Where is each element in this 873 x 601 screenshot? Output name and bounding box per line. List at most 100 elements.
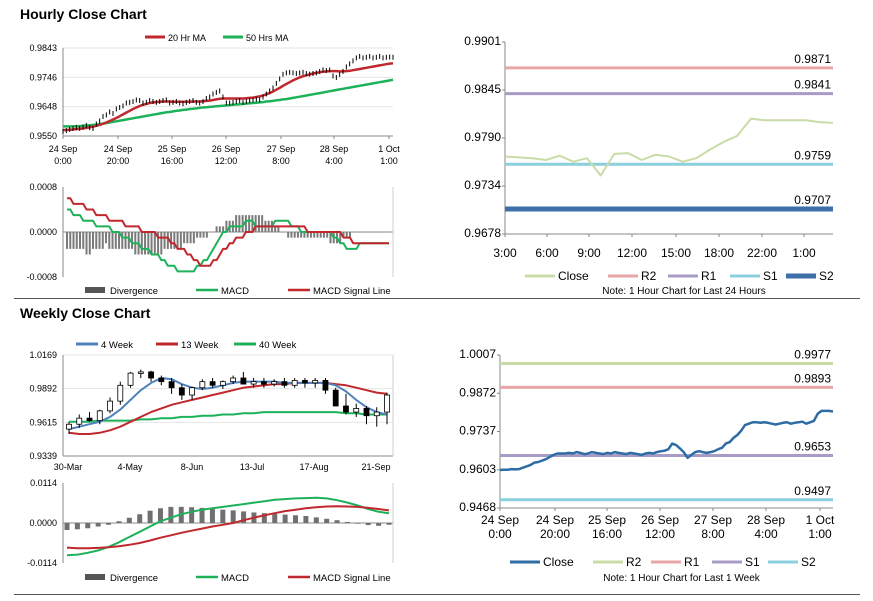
- y-tick-label: 1.0169: [29, 350, 57, 360]
- x-tick-label: 18:00: [704, 246, 734, 260]
- divergence-bar: [303, 232, 306, 238]
- divergence-bar: [150, 232, 153, 255]
- y-tick-label: 0.9603: [459, 462, 496, 476]
- divergence-bar: [66, 232, 68, 249]
- x-tick-label: 1:00: [792, 246, 816, 260]
- section-divider: [14, 298, 860, 299]
- level-label: 0.9977: [794, 348, 831, 362]
- divergence-bar: [371, 232, 374, 233]
- divergence-bar: [374, 232, 377, 233]
- candle-body: [199, 381, 206, 389]
- divergence-bar: [196, 232, 199, 238]
- macd-line: [66, 496, 390, 557]
- divergence-bar: [365, 523, 371, 526]
- candle-body: [312, 380, 319, 384]
- legend-label: MACD Signal Line: [313, 573, 391, 584]
- divergence-bar: [272, 513, 278, 523]
- divergence-bar: [92, 232, 95, 249]
- divergence-bar: [186, 232, 189, 244]
- x-tick-label: 1 Oct: [806, 513, 835, 527]
- divergence-bar: [274, 226, 277, 232]
- candle-body: [240, 377, 247, 385]
- divergence-bar: [348, 232, 351, 238]
- candle-body: [353, 408, 360, 413]
- candle-body: [86, 417, 93, 421]
- y-tick-label: 0.9648: [29, 102, 57, 112]
- divergence-bar: [306, 232, 309, 238]
- divergence-bar: [74, 523, 80, 530]
- divergence-bar: [205, 232, 208, 238]
- x-tick-label: 21-Sep: [361, 462, 390, 472]
- candle-body: [96, 410, 103, 421]
- divergence-bar: [199, 232, 202, 238]
- divergence-bar: [316, 232, 319, 238]
- x-tick-label: 15:00: [661, 246, 691, 260]
- divergence-bar: [157, 232, 160, 255]
- y-tick-label: 0.9872: [459, 385, 496, 399]
- divergence-bar: [322, 232, 325, 238]
- chart-note: Note: 1 Hour Chart for Last 1 Week: [603, 573, 761, 584]
- divergence-bar: [88, 232, 91, 255]
- candle-body: [168, 381, 175, 389]
- candle-body: [343, 405, 349, 413]
- y-tick-label: 0.9737: [459, 424, 496, 438]
- divergence-bar: [238, 215, 241, 232]
- divergence-bar: [358, 232, 361, 233]
- y-tick-label: 0.9339: [29, 451, 57, 461]
- legend-label: S2: [819, 269, 834, 283]
- y-tick-label: 1.0007: [459, 347, 496, 361]
- legend-label: Close: [543, 555, 574, 569]
- divergence-bar: [241, 215, 244, 232]
- x-tick-label: 12:00: [215, 156, 238, 166]
- divergence-bar: [225, 220, 228, 232]
- divergence-bar: [296, 232, 299, 238]
- divergence-bar: [192, 232, 195, 244]
- x-tick-label: 8:00: [272, 156, 290, 166]
- legend-label: R2: [641, 269, 657, 283]
- divergence-bar: [126, 517, 132, 523]
- candle-body: [209, 381, 216, 386]
- legend-label: Divergence: [110, 573, 158, 584]
- hourly-macd-chart: 0.0008 0.0000 -0.0008 Divergence MACD MACD Si…: [26, 182, 394, 297]
- x-tick-label: 17-Aug: [299, 462, 328, 472]
- close-line: [504, 117, 834, 177]
- divergence-bar: [287, 232, 290, 238]
- legend-label: Close: [558, 269, 589, 283]
- divergence-bar: [384, 232, 387, 233]
- legend-label: S1: [745, 555, 760, 569]
- divergence-bar: [209, 508, 215, 523]
- divergence-bar: [251, 215, 254, 232]
- divergence-bar: [85, 523, 91, 529]
- divergence-bar: [293, 515, 299, 523]
- x-tick-label: 1:00: [808, 527, 832, 541]
- y-tick-label: 0.9790: [464, 130, 501, 144]
- divergence-bar: [95, 232, 98, 249]
- divergence-bar: [361, 232, 364, 233]
- level-label: 0.9707: [794, 193, 831, 207]
- ma13-line: [68, 381, 388, 435]
- y-tick-label: 0.0000: [29, 518, 57, 528]
- candle-body: [117, 384, 124, 402]
- candle-body: [291, 380, 298, 386]
- x-tick-label: 4:00: [325, 156, 343, 166]
- level-label: 0.9893: [794, 371, 831, 385]
- divergence-bar: [127, 232, 130, 249]
- divergence-bar: [319, 232, 322, 238]
- x-tick-label: 22:00: [747, 246, 777, 260]
- divergence-bar: [277, 226, 280, 232]
- candle-body: [261, 381, 267, 385]
- legend-label: 40 Week: [259, 340, 297, 351]
- divergence-bar: [176, 232, 179, 249]
- divergence-bar: [290, 232, 293, 238]
- x-tick-label: 27 Sep: [694, 513, 732, 527]
- candle-body: [373, 411, 380, 417]
- candle-body: [230, 377, 237, 383]
- x-tick-label: 1:00: [380, 156, 398, 166]
- candle-body: [384, 394, 390, 413]
- divergence-bar: [189, 507, 195, 523]
- divergence-bar: [254, 215, 257, 232]
- bottom-divider: [14, 594, 860, 595]
- candle-body: [189, 387, 195, 396]
- divergence-bar: [131, 232, 134, 249]
- y-tick-label: 0.9550: [29, 131, 57, 141]
